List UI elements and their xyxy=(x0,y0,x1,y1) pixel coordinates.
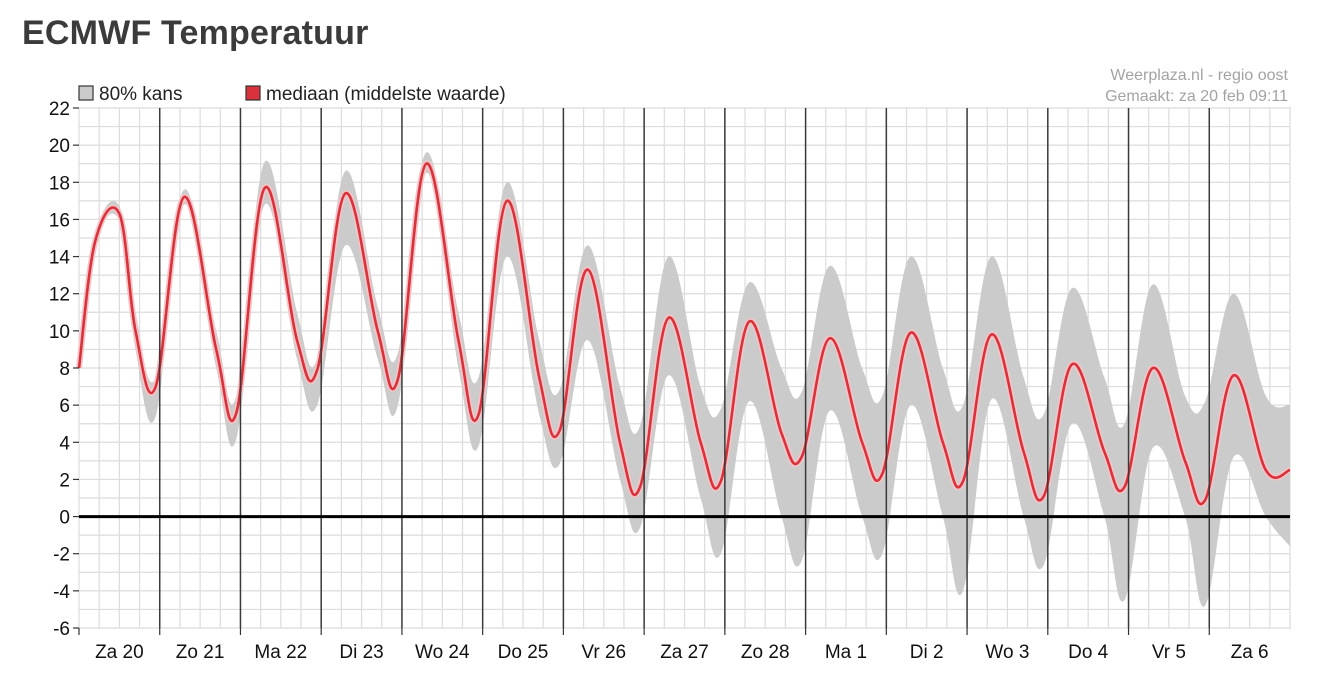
y-tick-label: 20 xyxy=(49,136,70,157)
median-layer xyxy=(76,160,1292,507)
x-tick-label: Za 6 xyxy=(1231,642,1269,663)
y-tick-label: 6 xyxy=(59,396,70,417)
x-tick-label: Ma 1 xyxy=(825,642,867,663)
y-tick-label: -6 xyxy=(53,619,70,640)
x-tick-label: Di 2 xyxy=(910,642,944,663)
credit-made: Gemaakt: za 20 feb 09:11 xyxy=(1105,88,1288,105)
legend-label-median: mediaan (middelste waarde) xyxy=(266,84,506,105)
y-tick-label: -4 xyxy=(53,582,70,603)
x-tick-label: Vr 26 xyxy=(581,642,626,663)
y-tick-label: -2 xyxy=(53,545,70,566)
credit-source: Weerplaza.nl - regio oost xyxy=(1110,67,1288,84)
band-layer xyxy=(79,152,1290,607)
legend-swatch-median xyxy=(245,85,261,101)
y-tick-label: 16 xyxy=(49,210,70,231)
x-tick-label: Zo 21 xyxy=(176,642,225,663)
day-lines xyxy=(158,108,1211,628)
y-tick-label: 4 xyxy=(59,433,70,454)
y-tick-label: 0 xyxy=(59,508,70,529)
x-tick-label: Wo 3 xyxy=(985,642,1029,663)
x-tick-label: Di 23 xyxy=(339,642,383,663)
x-tick-label: Zo 28 xyxy=(741,642,790,663)
legend-swatch-band xyxy=(78,85,94,101)
x-tick-label: Za 27 xyxy=(660,642,709,663)
x-tick-label: Ma 22 xyxy=(254,642,307,663)
median-line xyxy=(77,162,1291,506)
legend: 80% kans mediaan (middelste waarde) xyxy=(78,84,506,105)
x-tick-label: Wo 24 xyxy=(415,642,470,663)
y-tick-label: 12 xyxy=(49,285,70,306)
x-tick-label: Do 4 xyxy=(1068,642,1109,663)
page-title: ECMWF Temperatuur xyxy=(22,14,369,52)
band-80-kans xyxy=(79,152,1290,607)
y-tick-label: 14 xyxy=(49,248,71,269)
x-tick-label: Vr 5 xyxy=(1152,642,1186,663)
y-tick-label: 18 xyxy=(49,173,70,194)
y-tick-label: 10 xyxy=(49,322,70,343)
axes xyxy=(73,107,1290,635)
y-tick-label: 2 xyxy=(59,470,70,491)
y-tick-label: 8 xyxy=(59,359,70,380)
x-tick-label: Do 25 xyxy=(498,642,549,663)
x-tick-label: Za 20 xyxy=(95,642,144,663)
legend-label-band: 80% kans xyxy=(99,84,182,105)
y-tick-label: 22 xyxy=(49,99,70,120)
